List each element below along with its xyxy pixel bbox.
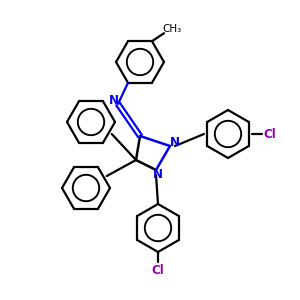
Text: N: N — [170, 136, 180, 149]
Text: N: N — [153, 169, 163, 182]
Text: Cl: Cl — [264, 128, 276, 140]
Text: CH₃: CH₃ — [162, 24, 182, 34]
Text: N: N — [109, 94, 119, 106]
Text: Cl: Cl — [152, 263, 164, 277]
